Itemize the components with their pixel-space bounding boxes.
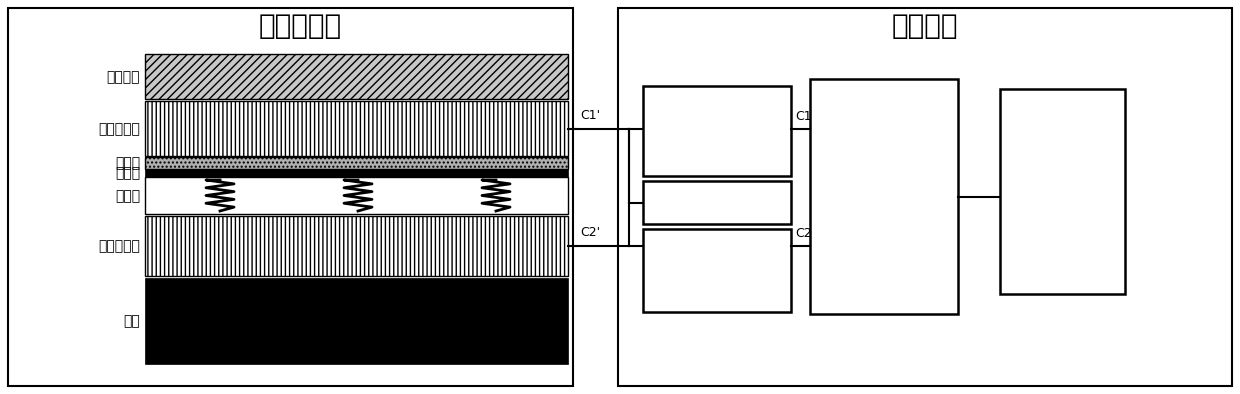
Text: 保护盖板: 保护盖板 <box>107 70 140 84</box>
Text: 压力感应层: 压力感应层 <box>98 239 140 253</box>
Text: 检测单元: 检测单元 <box>892 12 959 40</box>
Bar <box>145 157 568 169</box>
Text: 屏蔽层: 屏蔽层 <box>115 166 140 180</box>
Bar <box>145 101 568 156</box>
Bar <box>145 216 568 276</box>
Text: C2': C2' <box>795 227 815 240</box>
Text: 屏蔽模块: 屏蔽模块 <box>699 195 735 210</box>
Text: C1': C1' <box>795 110 815 123</box>
Text: 第二电容检测模
块: 第二电容检测模 块 <box>684 254 749 287</box>
Bar <box>644 86 791 176</box>
Bar <box>145 169 568 177</box>
Text: 输出模块: 输出模块 <box>1043 182 1083 201</box>
Bar <box>7 8 573 386</box>
Bar <box>644 229 791 312</box>
Bar <box>145 54 568 99</box>
Text: 基板: 基板 <box>123 314 140 328</box>
Bar <box>618 8 1233 386</box>
Bar <box>145 177 568 214</box>
Text: 缓冲层: 缓冲层 <box>115 189 140 203</box>
Text: 第一电容检测模
块: 第一电容检测模 块 <box>684 115 749 147</box>
Bar <box>999 89 1125 294</box>
Text: C1': C1' <box>580 109 600 122</box>
Text: 判断模块: 判断模块 <box>864 188 904 206</box>
Text: 绝缘层: 绝缘层 <box>115 156 140 170</box>
Text: 电容传感器: 电容传感器 <box>258 12 341 40</box>
Text: C2': C2' <box>580 226 600 239</box>
Text: 电容感应层: 电容感应层 <box>98 122 140 136</box>
Bar <box>810 79 959 314</box>
Bar <box>644 181 791 224</box>
Bar <box>145 278 568 364</box>
